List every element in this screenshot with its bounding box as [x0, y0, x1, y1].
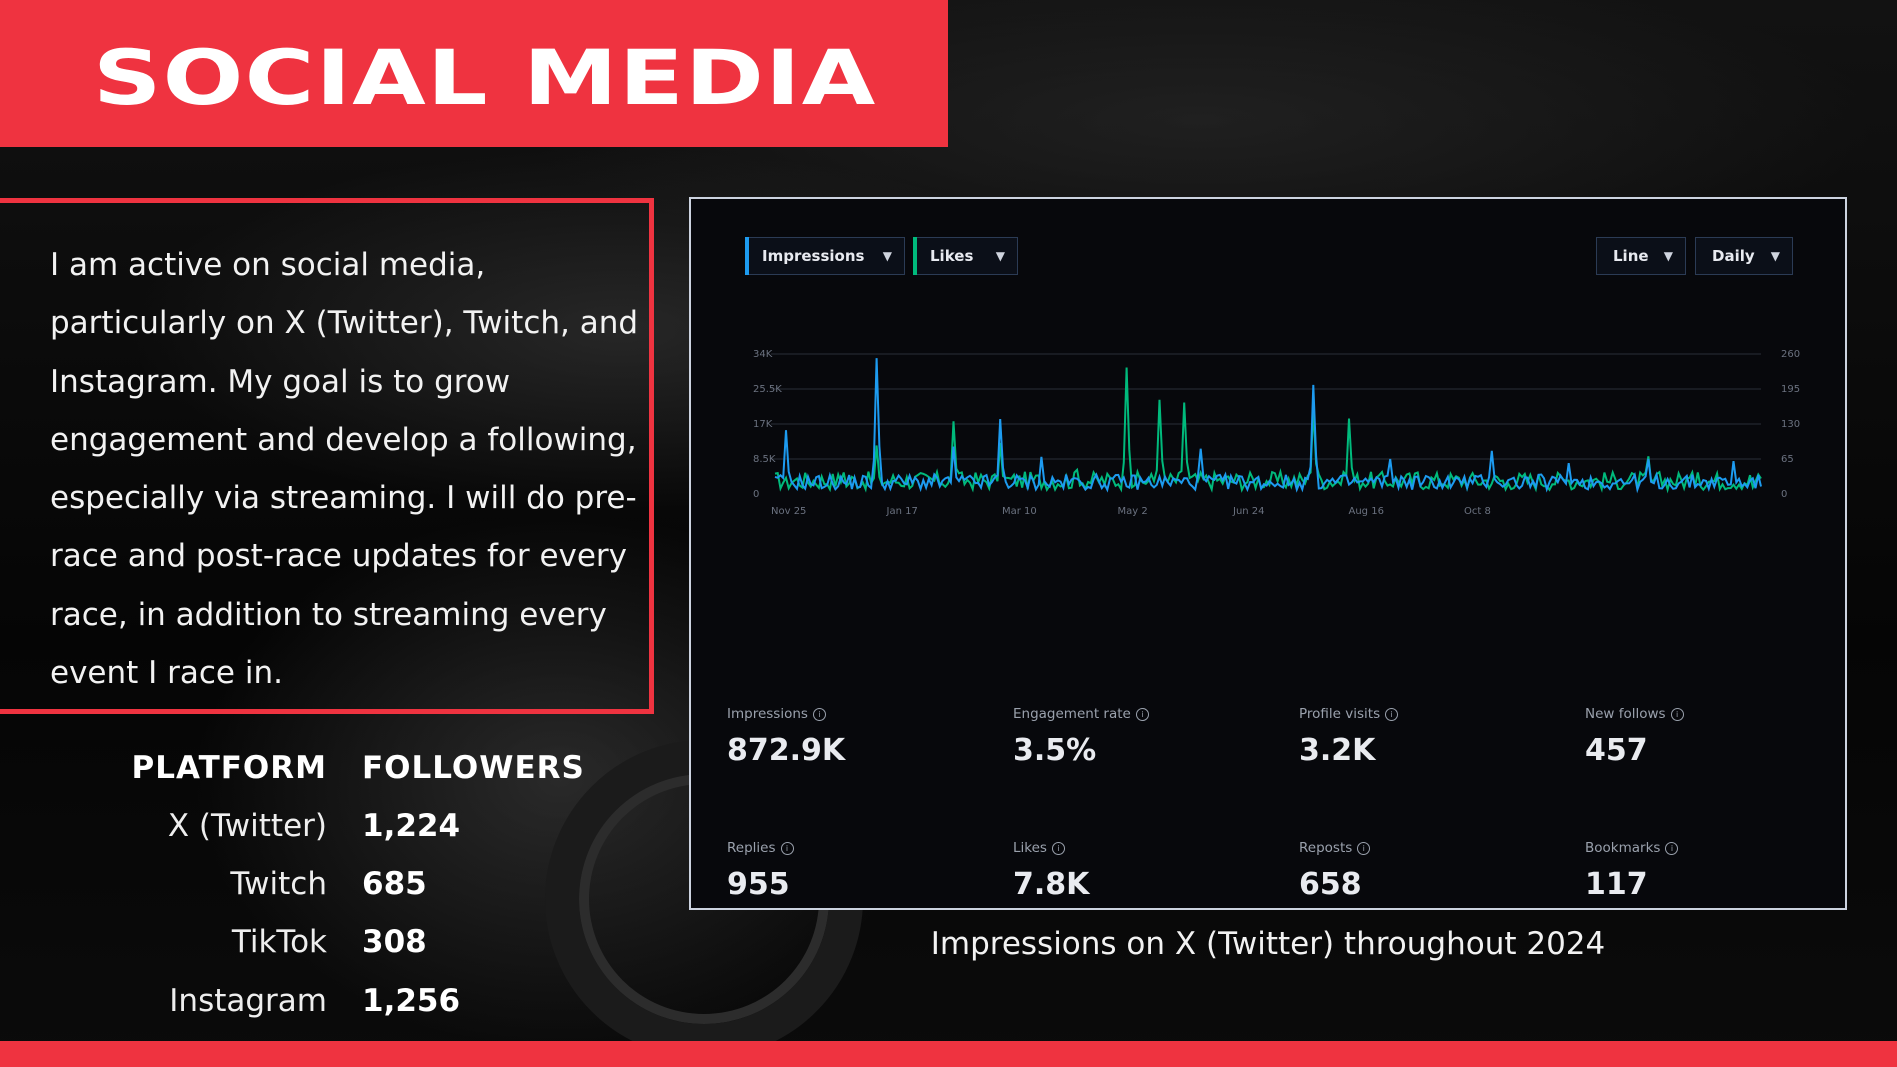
y-right-tick-label: 130	[1781, 419, 1800, 430]
info-icon[interactable]: i	[1051, 842, 1065, 855]
stat-label: New follows i	[1585, 706, 1684, 722]
y-right-tick-label: 195	[1781, 384, 1800, 395]
info-icon[interactable]: i	[1385, 708, 1399, 721]
x-tick-label: Jun 24	[1232, 506, 1265, 517]
description-box	[0, 198, 654, 714]
impressions-dropdown[interactable]: Impressions ▼	[745, 237, 905, 275]
impressions-color-swatch	[745, 237, 749, 275]
x-tick-label: Oct 8	[1464, 506, 1491, 517]
stat-value: 3.5%	[1013, 733, 1097, 768]
table-row: Twitch 685	[0, 866, 426, 924]
interval-label: Daily	[1712, 247, 1755, 265]
stat-value: 955	[727, 867, 790, 902]
y-left-tick-label: 0	[753, 489, 759, 500]
x-tick-label: Jan 17	[886, 506, 918, 517]
stat-value: 3.2K	[1299, 733, 1376, 768]
line-type-label: Line	[1613, 247, 1649, 265]
table-row: X (Twitter) 1,224	[0, 808, 460, 866]
bottom-accent-bar	[0, 1041, 1897, 1067]
platform-cell: Instagram	[169, 983, 327, 1019]
followers-header: FOLLOWERS	[362, 750, 585, 786]
platform-cell: Twitch	[230, 866, 327, 902]
y-right-tick-label: 65	[1781, 454, 1794, 465]
y-left-tick-label: 8.5K	[753, 454, 776, 465]
stat-value: 872.9K	[727, 733, 846, 768]
chevron-down-icon: ▼	[1663, 249, 1673, 263]
likes-series-line	[774, 367, 1762, 494]
stat-value: 117	[1585, 867, 1648, 902]
likes-dropdown[interactable]: Likes ▼	[913, 237, 1018, 275]
x-tick-label: Nov 25	[771, 506, 806, 517]
likes-color-swatch	[913, 237, 917, 275]
stat-label: Profile visits i	[1299, 706, 1399, 722]
chevron-down-icon: ▼	[995, 249, 1005, 263]
description-text: I am active on social media, particularl…	[50, 247, 639, 692]
followers-cell: 1,224	[362, 808, 461, 844]
stat-value: 658	[1299, 867, 1362, 902]
followers-cell: 1,256	[362, 983, 461, 1019]
y-left-tick-label: 25.5K	[753, 384, 782, 395]
impressions-dropdown-label: Impressions	[762, 247, 865, 265]
likes-dropdown-label: Likes	[930, 247, 974, 265]
platform-cell: TikTok	[231, 924, 327, 960]
chevron-down-icon: ▼	[1770, 249, 1780, 263]
stat-label: Engagement rate i	[1013, 706, 1149, 722]
platform-header: PLATFORM	[131, 750, 327, 786]
stat-label: Replies i	[727, 840, 794, 856]
stat-label: Impressions i	[727, 706, 826, 722]
info-icon[interactable]: i	[812, 708, 826, 721]
line-type-dropdown[interactable]: Line ▼	[1596, 237, 1686, 275]
y-right-tick-label: 260	[1781, 349, 1800, 360]
info-icon[interactable]: i	[1670, 708, 1684, 721]
y-right-tick-label: 0	[1781, 489, 1787, 500]
stat-label: Bookmarks i	[1585, 840, 1679, 856]
info-icon[interactable]: i	[1665, 842, 1679, 855]
interval-dropdown[interactable]: Daily ▼	[1695, 237, 1793, 275]
analytics-screenshot: Impressions ▼ Likes ▼ Line ▼ Daily ▼ 0 0 8…	[689, 197, 1847, 910]
impressions-chart: 0 0 8.5K 65 17K 130 25.5K 195 34K 260 Nov 25 Jan 17…	[753, 349, 1800, 517]
stat-label: Likes i	[1013, 840, 1065, 856]
y-left-tick-label: 17K	[753, 419, 773, 430]
stat-label: Reposts i	[1299, 840, 1371, 856]
x-tick-label: Aug 16	[1349, 506, 1384, 517]
table-row: TikTok 308	[0, 924, 427, 982]
table-row: Instagram 1,256	[0, 983, 460, 1041]
x-tick-label: Mar 10	[1002, 506, 1037, 517]
followers-cell: 308	[362, 924, 427, 960]
y-left-tick-label: 34K	[753, 349, 773, 360]
chart-caption: Impressions on X (Twitter) throughout 20…	[930, 926, 1606, 962]
info-icon[interactable]: i	[1357, 842, 1371, 855]
platform-cell: X (Twitter)	[167, 808, 327, 844]
followers-cell: 685	[362, 866, 427, 902]
page-title: SOCIAL MEDIA	[93, 33, 877, 122]
title-banner	[0, 0, 948, 147]
chevron-down-icon: ▼	[882, 249, 892, 263]
impressions-series-line	[774, 358, 1762, 494]
stat-value: 457	[1585, 733, 1648, 768]
stat-value: 7.8K	[1013, 867, 1090, 902]
info-icon[interactable]: i	[780, 842, 794, 855]
info-icon[interactable]: i	[1135, 708, 1149, 721]
x-tick-label: May 2	[1118, 506, 1148, 517]
